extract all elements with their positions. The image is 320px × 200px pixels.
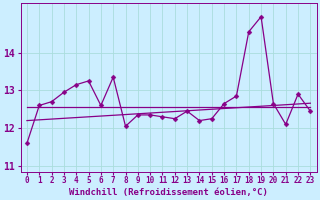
X-axis label: Windchill (Refroidissement éolien,°C): Windchill (Refroidissement éolien,°C) [69, 188, 268, 197]
